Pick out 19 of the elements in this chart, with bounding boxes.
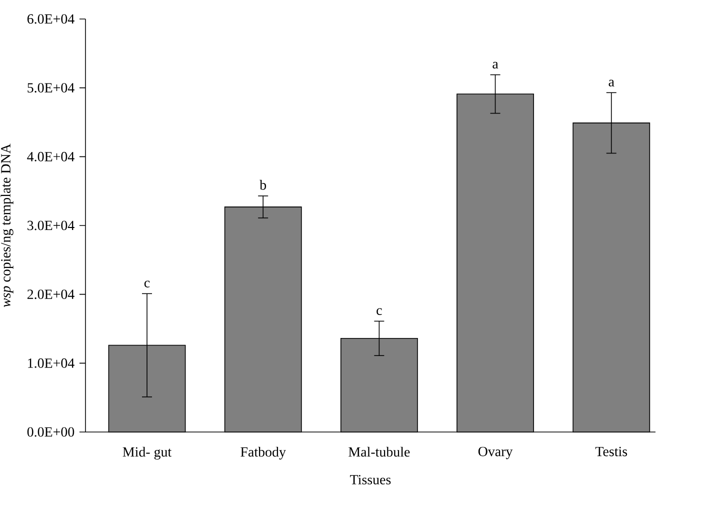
x-tick-label: Mid- gut xyxy=(122,446,172,460)
annotation: a xyxy=(608,80,614,86)
annotation: b xyxy=(260,180,266,190)
y-tick-label: 3.0E+04 xyxy=(28,220,74,230)
y-tick-label: 5.0E+04 xyxy=(28,83,74,93)
y-tick-label: 6.0E+04 xyxy=(27,14,74,24)
y-axis-title: wsp copies/ng template DNA xyxy=(0,144,14,308)
y-tick-label: 4.0E+04 xyxy=(27,152,74,162)
annotation: a xyxy=(492,62,498,69)
x-tick-label: Testis xyxy=(595,446,628,456)
x-tick-label: Mal-tubule xyxy=(348,446,410,457)
annotation: c xyxy=(376,308,382,315)
annotation: c xyxy=(144,280,150,288)
y-tick-label: 1.0E+04 xyxy=(28,358,74,368)
y-tick-label: 0.0E+00 xyxy=(27,427,74,437)
x-tick-label: Fatbody xyxy=(240,446,286,460)
y-tick-label: 2.0E+04 xyxy=(27,290,74,300)
x-tick-label: Ovary xyxy=(478,446,513,460)
x-axis-title: Tissues xyxy=(350,475,391,484)
